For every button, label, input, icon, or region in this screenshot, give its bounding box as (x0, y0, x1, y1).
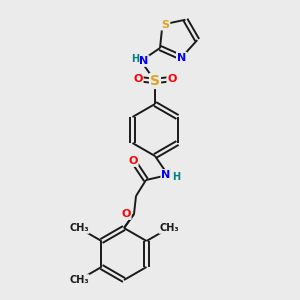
Text: N: N (140, 56, 148, 66)
Text: O: O (128, 156, 138, 166)
Text: S: S (161, 20, 169, 30)
Text: CH₃: CH₃ (69, 275, 89, 285)
Text: H: H (172, 172, 180, 182)
Text: CH₃: CH₃ (159, 223, 179, 233)
Text: N: N (177, 52, 186, 63)
Text: CH₃: CH₃ (69, 223, 89, 233)
Text: N: N (161, 170, 171, 180)
Text: O: O (121, 209, 131, 219)
Text: O: O (133, 74, 143, 84)
Text: H: H (131, 54, 139, 64)
Text: S: S (150, 74, 160, 88)
Text: O: O (167, 74, 177, 84)
